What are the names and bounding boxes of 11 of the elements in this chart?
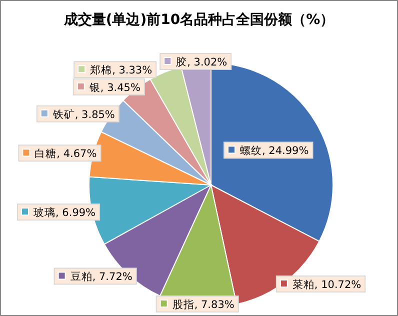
legend-label: 菜粕, 10.72% [292,278,362,291]
chart-title: 成交量(单边)前10名品种占全国份额（%） [62,11,334,28]
legend-label: 银, 3.45% [88,82,140,94]
legend-label: 豆粕, 7.72% [70,271,132,284]
legend-label: 股指, 7.83% [172,299,234,311]
legend-label: 郑棉, 3.33% [90,64,152,77]
legend-label: 玻璃, 6.99% [34,206,96,220]
legend-label: 铁矿, 3.85% [52,108,115,121]
legend-label: 螺纹, 24.99% [240,144,309,158]
legend-label: 胶, 3.02% [176,56,228,69]
legend-label: 白糖, 4.67% [34,147,97,160]
